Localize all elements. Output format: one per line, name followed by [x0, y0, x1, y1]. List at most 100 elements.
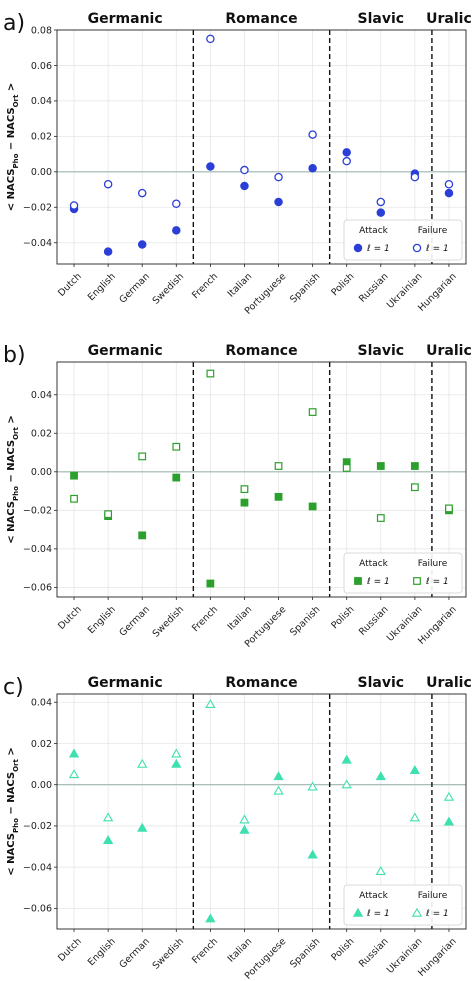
attack-point-0-9 — [376, 208, 386, 217]
attack-point-0-1 — [102, 835, 114, 845]
x-tick-label-german: German — [117, 271, 152, 306]
x-tick-label-italian: Italian — [226, 936, 255, 965]
chart-panel-2: b) Germanic Romance Slavic Uralic −0.06 −0.04 −… — [3, 343, 472, 650]
x-tick-label-swedish: Swedish — [151, 936, 187, 972]
group-label-slavic: Slavic — [358, 675, 405, 691]
y-tick-label: 0.06 — [31, 61, 52, 72]
y-axis-label: < NACSPho − NACSOrt > — [6, 83, 20, 211]
x-tick-label-russian: Russian — [357, 936, 391, 970]
y-tick-label: −0.06 — [23, 583, 52, 594]
x-tick-label-swedish: Swedish — [151, 604, 187, 640]
attack-point-0-6 — [274, 197, 283, 207]
attack-point-0-4 — [206, 162, 215, 171]
x-tick-label-polish: Polish — [329, 936, 356, 963]
attack-point-0-8 — [341, 754, 352, 764]
failure-point-1-6 — [273, 785, 284, 795]
y-tick-label: −0.04 — [23, 238, 52, 249]
attack-point-0-6 — [273, 771, 284, 781]
failure-point-1-10 — [409, 812, 421, 822]
attack-point-0-2 — [137, 240, 147, 249]
failure-point-1-5 — [240, 485, 249, 494]
failure-point-1-6 — [274, 172, 283, 182]
plot-frame — [56, 361, 467, 598]
attack-point-0-7 — [308, 164, 317, 173]
attack-point-0-10 — [409, 764, 421, 774]
failure-point-1-4 — [206, 34, 215, 44]
x-tick-label-polish: Polish — [329, 604, 356, 631]
x-tick-label-english: English — [86, 604, 118, 636]
plot-frame — [56, 29, 467, 265]
group-label-uralic: Uralic — [426, 343, 472, 359]
attack-point-0-1 — [103, 247, 113, 256]
failure-point-1-1 — [102, 812, 114, 822]
attack-point-0-5 — [240, 181, 249, 191]
legend-box — [343, 219, 463, 261]
failure-point-1-2 — [138, 452, 147, 461]
attack-point-0-7 — [307, 849, 318, 859]
legend-box — [343, 552, 463, 594]
failure-point-1-9 — [375, 865, 386, 875]
attack-point-0-4 — [205, 913, 216, 923]
attack-point-0-0 — [68, 748, 80, 758]
chart-panel-3: c) Germanic Romance Slavic Uralic −0.06 −0.04 −… — [3, 675, 472, 981]
failure-point-1-8 — [342, 464, 351, 472]
attack-point-0-5 — [239, 824, 250, 834]
failure-point-1-0 — [70, 494, 78, 503]
failure-point-1-9 — [376, 514, 385, 522]
failure-point-1-10 — [410, 172, 420, 182]
panel-letter: a) — [3, 11, 25, 36]
legend-box — [343, 884, 463, 926]
attack-point-0-8 — [342, 148, 351, 157]
y-tick-label: 0.04 — [31, 96, 52, 107]
x-tick-label-english: English — [86, 271, 118, 303]
failure-point-1-1 — [104, 510, 113, 519]
attack-point-0-9 — [376, 462, 385, 470]
x-tick-label-french: French — [190, 271, 220, 301]
legend-label: ℓ = 1 — [366, 244, 390, 254]
y-tick-label: 0.08 — [31, 25, 52, 36]
y-tick-label: 0.02 — [31, 132, 52, 143]
y-axis-label: < NACSPho − NACSOrt > — [6, 415, 20, 543]
failure-point-1-11 — [445, 504, 453, 513]
chart-panel-1: a) Germanic Romance Slavic Uralic −0.04 −0.02 0… — [3, 11, 472, 317]
legend-marker-failure-point-1-0 — [411, 907, 423, 917]
legend-marker-failure-point-1-0 — [413, 577, 421, 585]
x-tick-label-german: German — [117, 604, 152, 639]
group-label-germanic: Germanic — [88, 343, 163, 359]
group-label-germanic: Germanic — [88, 675, 163, 691]
attack-point-0-11 — [444, 188, 454, 198]
x-tick-label-italian: Italian — [226, 604, 255, 633]
attack-point-0-4 — [206, 579, 215, 588]
plot-frame — [56, 693, 467, 930]
group-label-uralic: Uralic — [426, 11, 472, 27]
y-tick-label: −0.06 — [23, 904, 52, 915]
y-tick-label: −0.02 — [23, 821, 52, 832]
x-tick-label-dutch: Dutch — [56, 936, 84, 964]
x-tick-label-english: English — [86, 936, 118, 968]
x-tick-label-spanish: Spanish — [288, 936, 322, 970]
failure-point-1-5 — [239, 814, 250, 824]
y-tick-label: −0.04 — [23, 544, 52, 555]
legend-title-failure: Failure — [418, 891, 448, 901]
x-tick-label-french: French — [190, 936, 220, 966]
x-tick-label-polish: Polish — [329, 271, 356, 298]
failure-point-1-3 — [171, 748, 182, 758]
failure-point-1-11 — [444, 179, 454, 189]
x-tick-label-spanish: Spanish — [288, 604, 322, 638]
panel-letter: c) — [3, 675, 24, 700]
x-tick-label-swedish: Swedish — [151, 271, 187, 307]
x-tick-label-dutch: Dutch — [56, 271, 84, 299]
y-tick-label: 0.04 — [31, 698, 52, 709]
legend-label: ℓ = 1 — [425, 244, 449, 254]
failure-point-1-3 — [172, 442, 181, 451]
failure-point-1-6 — [274, 462, 283, 470]
attack-point-0-5 — [240, 498, 249, 507]
attack-point-0-10 — [410, 462, 419, 470]
failure-point-1-3 — [172, 199, 181, 208]
legend-title-attack: Attack — [359, 559, 389, 569]
failure-point-1-0 — [69, 201, 79, 210]
failure-point-1-10 — [410, 483, 419, 492]
x-tick-label-dutch: Dutch — [56, 604, 84, 632]
failure-point-1-9 — [376, 197, 386, 207]
